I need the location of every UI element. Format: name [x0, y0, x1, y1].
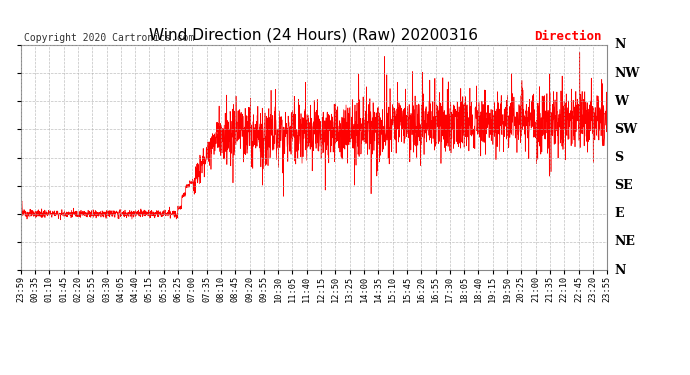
- Text: N: N: [614, 39, 626, 51]
- Text: NE: NE: [614, 236, 635, 248]
- Text: SW: SW: [614, 123, 638, 136]
- Text: Direction: Direction: [534, 30, 602, 43]
- Title: Wind Direction (24 Hours) (Raw) 20200316: Wind Direction (24 Hours) (Raw) 20200316: [150, 27, 478, 42]
- Text: E: E: [614, 207, 624, 220]
- Text: W: W: [614, 95, 628, 108]
- Text: Copyright 2020 Cartronics.com: Copyright 2020 Cartronics.com: [23, 33, 194, 43]
- Text: SE: SE: [614, 179, 633, 192]
- Text: S: S: [614, 151, 623, 164]
- Text: N: N: [614, 264, 626, 276]
- Text: NW: NW: [614, 67, 640, 80]
